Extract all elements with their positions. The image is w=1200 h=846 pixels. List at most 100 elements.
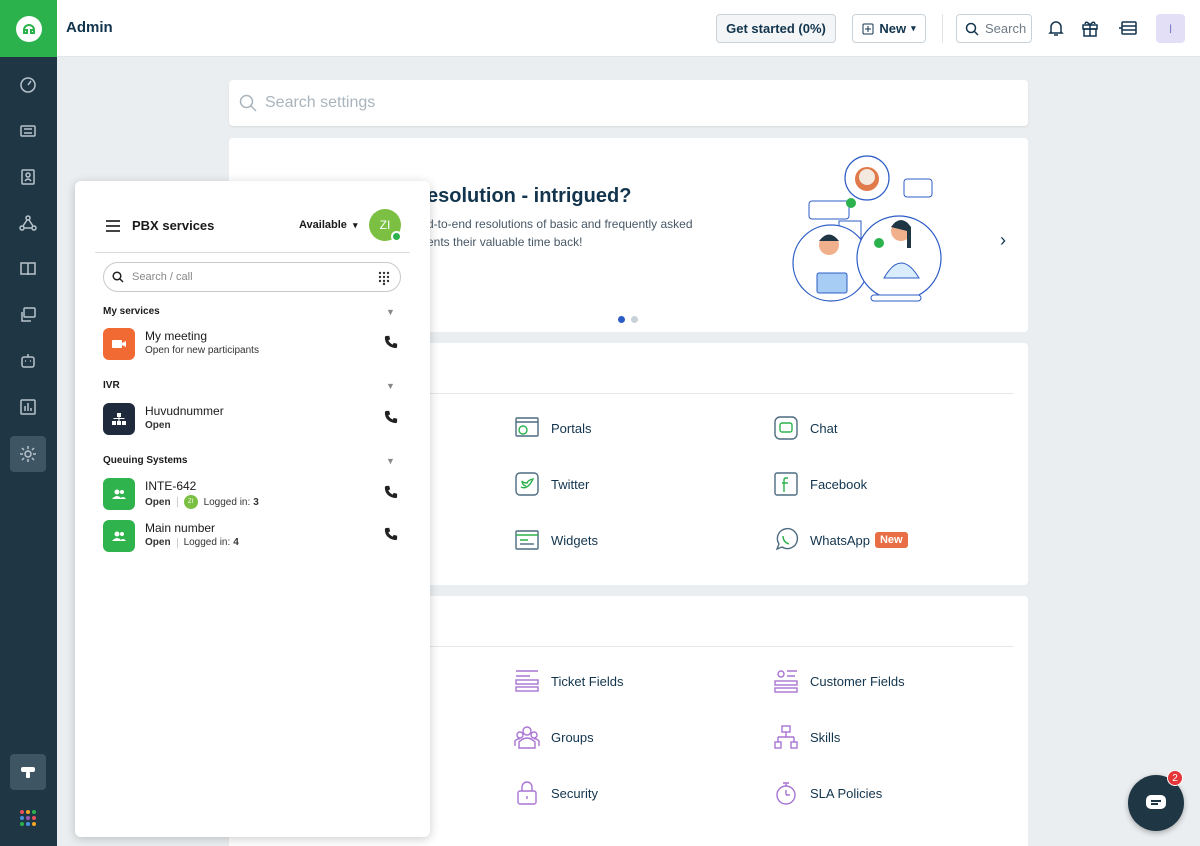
user-initials: ZI — [379, 218, 391, 232]
users-icon — [103, 520, 135, 552]
groups-nav-icon[interactable] — [10, 205, 46, 241]
ivr-tree-icon — [103, 403, 135, 435]
knowledge-base-icon[interactable] — [10, 251, 46, 287]
item-label: Portals — [551, 420, 592, 436]
settings-item-sla-policies[interactable]: SLA Policies — [772, 779, 882, 807]
new-button[interactable]: New ▾ — [852, 14, 926, 43]
section-my-services: My services — [103, 306, 160, 317]
app-logo[interactable] — [0, 0, 57, 57]
card-divider — [249, 393, 1014, 394]
logged-in-count: 4 — [233, 537, 239, 548]
item-label: Ticket Fields — [551, 673, 624, 689]
availability-label: Available — [299, 219, 347, 231]
global-search-button[interactable]: Search — [956, 14, 1032, 43]
carousel-dot[interactable] — [631, 316, 638, 323]
new-button-label: New — [879, 21, 907, 36]
twitter-icon — [513, 470, 541, 498]
user-avatar[interactable]: I — [1156, 14, 1185, 43]
forums-icon[interactable] — [10, 297, 46, 333]
bell-icon[interactable] — [1045, 17, 1067, 39]
logged-in-count: 3 — [253, 496, 259, 508]
skills-icon — [772, 723, 800, 751]
panel-divider — [95, 252, 410, 253]
item-label: Groups — [551, 729, 594, 745]
service-status: Open ZI Logged in: 3 — [145, 495, 259, 509]
availability-dropdown[interactable]: Available ▾ — [299, 219, 358, 231]
service-main-number[interactable]: Main number Open Logged in: 4 — [103, 520, 401, 554]
dialpad-icon[interactable] — [378, 271, 390, 285]
item-label: Twitter — [551, 476, 590, 492]
carousel-dot[interactable] — [618, 316, 625, 323]
pbx-user-avatar[interactable]: ZI — [369, 209, 402, 242]
ticket-fields-icon — [513, 667, 541, 695]
settings-search-input[interactable]: Search settings — [229, 80, 1028, 126]
banner-description-line-1: d-to-end resolutions of basic and freque… — [427, 217, 693, 231]
hamburger-menu-icon[interactable] — [106, 220, 120, 235]
service-status: Open for new participants — [145, 345, 259, 356]
phone-app-icon[interactable] — [10, 754, 46, 790]
reports-icon[interactable] — [10, 389, 46, 425]
pbx-search-placeholder: Search / call — [132, 271, 193, 283]
logged-in-label: Logged in: — [183, 537, 231, 548]
service-status: Open — [145, 420, 171, 431]
item-label: Facebook — [810, 476, 868, 492]
contacts-icon[interactable] — [10, 159, 46, 195]
get-started-button[interactable]: Get started (0%) — [716, 14, 836, 43]
chevron-down-icon: ▾ — [352, 220, 358, 230]
tickets-icon[interactable] — [10, 113, 46, 149]
collapse-caret-icon[interactable]: ▼ — [386, 307, 395, 317]
unread-count-badge: 2 — [1167, 770, 1183, 786]
banner-description-line-2: ents their valuable time back! — [427, 235, 583, 249]
collapse-caret-icon[interactable]: ▼ — [386, 381, 395, 391]
product-switcher-icon[interactable] — [1117, 17, 1139, 39]
settings-gear-icon[interactable] — [10, 436, 46, 472]
dashboard-icon[interactable] — [10, 67, 46, 103]
phone-call-icon[interactable] — [384, 527, 398, 546]
search-icon — [239, 94, 257, 112]
settings-item-groups[interactable]: Groups — [513, 723, 594, 751]
pbx-services-panel: PBX services Available ▾ ZI Search / cal… — [75, 181, 430, 837]
service-huvudnummer[interactable]: Huvudnummer Open — [103, 403, 401, 437]
chat-launcher-button[interactable]: 2 — [1128, 770, 1184, 831]
search-label: Search — [985, 21, 1027, 36]
settings-item-chat[interactable]: Chat — [772, 414, 837, 442]
item-label: Chat — [810, 420, 838, 436]
settings-item-skills[interactable]: Skills — [772, 723, 840, 751]
bot-icon[interactable] — [10, 343, 46, 379]
next-slide-arrow-icon[interactable]: › — [1000, 230, 1006, 250]
status-open: Open — [145, 537, 171, 548]
settings-item-twitter[interactable]: Twitter — [513, 470, 589, 498]
card-divider — [249, 646, 1014, 647]
pbx-search-input[interactable]: Search / call — [103, 262, 401, 292]
status-open: Open — [145, 420, 171, 431]
settings-item-widgets[interactable]: Widgets — [513, 526, 598, 554]
item-label: Skills — [810, 729, 841, 745]
chat-icon — [772, 414, 800, 442]
settings-item-customer-fields[interactable]: Customer Fields — [772, 667, 905, 695]
headset-icon — [15, 15, 42, 42]
settings-item-portals[interactable]: Portals — [513, 414, 591, 442]
service-my-meeting[interactable]: My meeting Open for new participants — [103, 328, 401, 362]
plus-square-icon — [862, 23, 874, 34]
phone-call-icon[interactable] — [384, 485, 398, 504]
widget-icon — [513, 526, 541, 554]
banner-title: esolution - intrigued? — [427, 185, 632, 207]
apps-grid-icon[interactable] — [10, 800, 46, 836]
phone-call-icon[interactable] — [384, 335, 398, 354]
online-status-dot — [391, 231, 402, 242]
gift-icon[interactable] — [1079, 17, 1101, 39]
service-inte-642[interactable]: INTE-642 Open ZI Logged in: 3 — [103, 478, 401, 512]
collapse-caret-icon[interactable]: ▼ — [386, 456, 395, 466]
settings-item-whatsapp[interactable]: WhatsApp New — [772, 526, 908, 554]
service-name: Huvudnummer — [145, 404, 224, 418]
settings-item-security[interactable]: Security — [513, 779, 598, 807]
phone-call-icon[interactable] — [384, 410, 398, 429]
section-queuing-systems: Queuing Systems — [103, 455, 188, 466]
page-title: Admin — [66, 19, 113, 36]
settings-item-ticket-fields[interactable]: Ticket Fields — [513, 667, 623, 695]
chat-bubble-icon — [1146, 795, 1166, 809]
video-camera-icon — [103, 328, 135, 360]
item-label: SLA Policies — [810, 785, 883, 801]
item-label: Widgets — [551, 532, 598, 548]
settings-item-facebook[interactable]: Facebook — [772, 470, 867, 498]
